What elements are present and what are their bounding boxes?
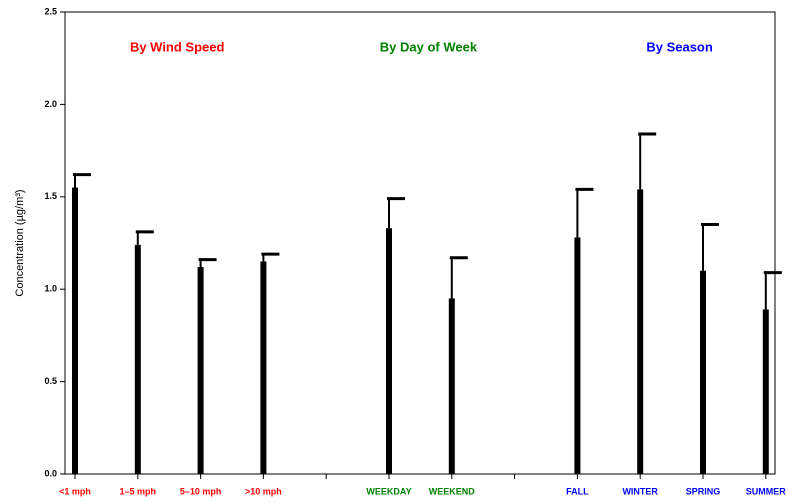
x-tick-label: SPRING bbox=[686, 486, 721, 496]
bar bbox=[134, 244, 141, 474]
x-tick-label: >10 mph bbox=[245, 486, 282, 496]
x-tick-label: WINTER bbox=[622, 486, 658, 496]
x-tick-label: WEEKEND bbox=[429, 486, 476, 496]
plot-frame bbox=[64, 11, 776, 475]
group-title: By Wind Speed bbox=[130, 39, 225, 54]
bar bbox=[762, 309, 769, 474]
y-tick-label: 0.0 bbox=[44, 468, 57, 478]
y-tick-label: 2.0 bbox=[44, 99, 57, 109]
y-tick-label: 1.0 bbox=[44, 284, 57, 294]
group-title: By Day of Week bbox=[380, 39, 478, 54]
x-tick-label: WEEKDAY bbox=[366, 486, 411, 496]
x-tick-label: FALL bbox=[566, 486, 589, 496]
group-title: By Season bbox=[646, 39, 713, 54]
bar bbox=[72, 187, 78, 474]
bar bbox=[448, 298, 455, 474]
y-axis-label: Concentration (µg/m³) bbox=[14, 189, 26, 296]
bar bbox=[197, 267, 204, 474]
bar bbox=[260, 261, 267, 474]
bar bbox=[574, 237, 581, 474]
x-tick-label: 1–5 mph bbox=[120, 486, 157, 496]
y-tick-label: 0.5 bbox=[44, 376, 57, 386]
y-tick-label: 2.5 bbox=[44, 6, 57, 16]
x-tick-label: 5–10 mph bbox=[180, 486, 222, 496]
bar bbox=[386, 228, 392, 474]
y-tick-label: 1.5 bbox=[44, 191, 57, 201]
x-tick-label: <1 mph bbox=[59, 486, 91, 496]
bar bbox=[700, 270, 706, 474]
x-tick-label: SUMMER bbox=[746, 486, 786, 496]
bar bbox=[637, 189, 644, 474]
